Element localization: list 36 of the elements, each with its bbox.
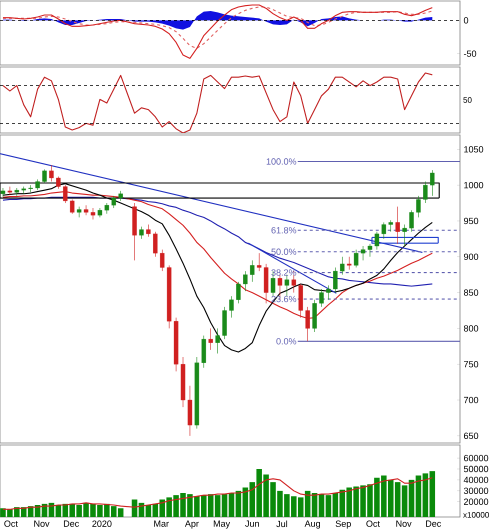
- x-tick-label: Oct: [4, 520, 18, 527]
- y-tick-label: 1000: [464, 182, 484, 188]
- y-tick-label: 950: [464, 218, 478, 224]
- x-tick-label: Apr: [184, 520, 199, 529]
- x-tick-label: Mar: [154, 520, 169, 527]
- x-tick-label: Dec: [426, 520, 442, 527]
- x-tick-label: Sep: [336, 520, 351, 529]
- x-tick-label: Jul: [276, 520, 288, 528]
- y-tick-label: -50: [464, 50, 476, 57]
- x-tick-label: Oct: [366, 520, 380, 527]
- annotation: 0.0%: [276, 338, 296, 344]
- y-tick-label: 750: [464, 361, 478, 368]
- annotation: 50.0%: [271, 248, 296, 255]
- y-tick-label: 50000: [464, 466, 488, 472]
- y-tick-label: 800: [464, 325, 478, 332]
- annotation: 61.8%: [271, 227, 296, 234]
- x-tick-label: Nov: [396, 520, 412, 527]
- x-tick-label: May: [214, 520, 230, 529]
- y-tick-label: 30000: [464, 488, 488, 494]
- y-tick-label: 650: [464, 432, 478, 440]
- text: 50: [463, 97, 472, 103]
- y-tick-label: 700: [464, 396, 478, 404]
- x-tick-label: Nov: [34, 520, 50, 527]
- annotation: 100.0%: [266, 158, 296, 165]
- x-tick-label: Aug: [304, 520, 320, 529]
- y-tick-label: 900: [464, 254, 478, 260]
- x-tick-label: 2020: [92, 520, 112, 527]
- text: x10000: [463, 512, 489, 518]
- y-tick-label: 850: [464, 289, 478, 296]
- y-tick-label: 0: [464, 17, 468, 24]
- y-tick-label: 40000: [464, 476, 488, 484]
- y-tick-label: 60000: [464, 454, 488, 462]
- y-tick-label: 1050: [464, 146, 484, 153]
- x-tick-label: Dec: [64, 520, 79, 527]
- x-tick-label: Jun: [245, 520, 259, 527]
- y-tick-label: 20000: [464, 498, 488, 505]
